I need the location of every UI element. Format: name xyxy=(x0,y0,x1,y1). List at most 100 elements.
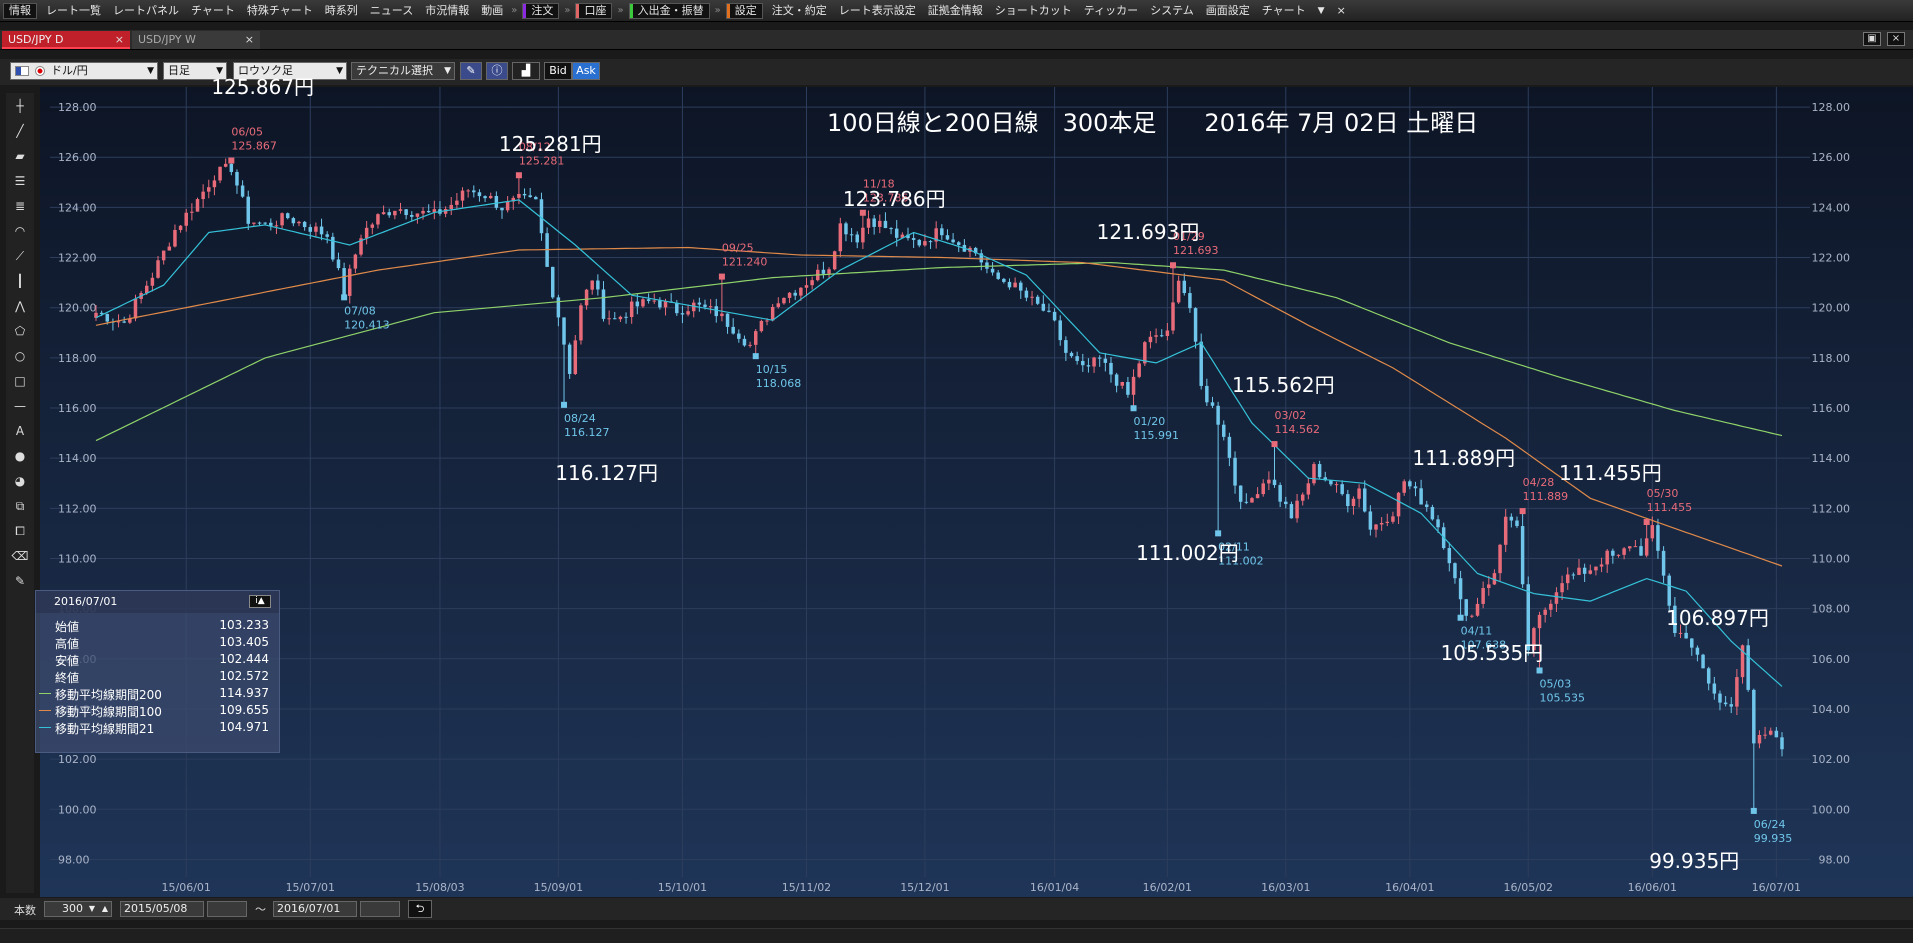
menu-screen-settings[interactable]: 画面設定 xyxy=(1205,3,1250,17)
currency-pair-select[interactable]: ドル/円 ▼ xyxy=(10,62,158,80)
spin-down-icon[interactable]: ▼ xyxy=(88,904,95,913)
menu-dropdown-icon[interactable]: ▼ xyxy=(1317,5,1325,16)
candle-body xyxy=(1357,488,1361,499)
menu-margin-info[interactable]: 証拠金情報 xyxy=(927,3,983,17)
candle-body xyxy=(505,201,510,211)
menu-settings[interactable]: 設定 xyxy=(725,2,763,19)
menu-special-chart[interactable]: 特殊チャート xyxy=(246,3,313,17)
chevron-down-icon: ▼ xyxy=(216,66,223,76)
layers-icon[interactable]: ⧠ xyxy=(15,523,25,538)
close-icon[interactable]: × xyxy=(114,33,124,46)
rectangle-icon[interactable]: □ xyxy=(14,374,26,388)
candle-body xyxy=(782,297,786,304)
menu-order[interactable]: 注文 xyxy=(522,2,560,19)
channel-icon[interactable]: ⟋ xyxy=(15,248,25,263)
x-tick-label: 16/06/01 xyxy=(1628,881,1677,894)
menu-rate-list[interactable]: レート一覧 xyxy=(46,3,101,17)
moving-average-line-200 xyxy=(95,261,1783,442)
maximize-icon[interactable]: ▣ xyxy=(1863,32,1881,46)
spin-up-icon[interactable]: ▲ xyxy=(101,904,108,913)
palette-icon[interactable]: ◕ xyxy=(14,474,26,488)
text-icon[interactable]: A xyxy=(15,424,25,438)
chart-type-select[interactable]: ロウソク足 ▼ xyxy=(233,62,347,80)
menu-market-info[interactable]: 市況情報 xyxy=(425,3,470,17)
circle-icon[interactable]: ○ xyxy=(14,349,26,363)
candle-body xyxy=(1126,382,1130,395)
candle-body xyxy=(190,211,194,213)
candle-body xyxy=(996,272,1000,279)
eraser-icon[interactable]: ⌫ xyxy=(11,549,29,563)
pen-button[interactable]: ✎ xyxy=(460,62,482,80)
data-window-panel[interactable]: 2016/07/01 i▲ 始値 103.233 高値 103.405 安値 102.… xyxy=(35,590,280,753)
icon-tool-icon[interactable]: ● xyxy=(14,449,26,463)
chart-background xyxy=(40,87,1913,897)
menu-rate-panel[interactable]: レートパネル xyxy=(113,3,179,17)
menu-shortcut[interactable]: ショートカット xyxy=(994,3,1072,17)
menu-ticker[interactable]: ティッカー xyxy=(1083,3,1139,17)
to-time-input[interactable] xyxy=(360,901,400,917)
copy-icon[interactable]: ⧉ xyxy=(15,498,25,513)
ruler-icon[interactable]: ▰ xyxy=(15,149,25,163)
line-icon[interactable]: ╱ xyxy=(16,124,24,138)
vlines-icon[interactable]: ┃ xyxy=(16,274,24,288)
chart-style-button[interactable]: ▟ xyxy=(512,62,540,80)
status-bar xyxy=(0,928,1913,943)
candle-body xyxy=(562,317,566,345)
menu-timeseries[interactable]: 時系列 xyxy=(324,3,358,17)
candle-body xyxy=(613,318,617,320)
hline-icon[interactable]: — xyxy=(14,399,26,413)
settings-edit-icon[interactable]: ✎ xyxy=(14,574,26,588)
extreme-marker xyxy=(1519,508,1526,515)
candle-body xyxy=(1188,293,1192,309)
candle-body xyxy=(500,207,504,211)
from-time-input[interactable] xyxy=(207,901,247,917)
extreme-marker xyxy=(1643,519,1650,526)
fan-icon[interactable]: ◠ xyxy=(14,224,26,238)
technical-select[interactable]: テクニカル選択 ▼ xyxy=(351,62,455,80)
info-collapse-icon[interactable]: i▲ xyxy=(249,595,271,608)
close-window-icon[interactable]: × xyxy=(1887,32,1905,46)
candle-body xyxy=(1289,504,1294,519)
from-date-input[interactable]: 2015/05/08 xyxy=(120,901,204,917)
high-price-label: 125.281 xyxy=(519,154,565,167)
pitchfork-icon[interactable]: ⋀ xyxy=(15,299,25,313)
tab-usdjpy-daily[interactable]: USD/JPY D × xyxy=(2,31,130,49)
candle-body xyxy=(894,228,899,238)
to-date-input[interactable]: 2016/07/01 xyxy=(273,901,357,917)
menu-account[interactable]: 口座 xyxy=(575,2,613,19)
menu-rate-display[interactable]: レート表示設定 xyxy=(838,3,916,17)
candle-body xyxy=(167,246,172,251)
price-annotation: 123.786円 xyxy=(842,187,946,212)
menu-order-execution[interactable]: 注文・約定 xyxy=(771,3,827,17)
close-icon[interactable]: × xyxy=(244,33,254,46)
menu-info[interactable]: 情報 xyxy=(3,2,37,19)
candle-body xyxy=(1605,550,1609,565)
candle-body xyxy=(601,289,606,319)
timeframe-select[interactable]: 日足 ▼ xyxy=(163,62,227,80)
low-date-label: 06/24 xyxy=(1754,818,1786,831)
price-chart[interactable]: 128.00 128.00 126.00 126.00 124.00 124.00 122.… xyxy=(40,87,1913,897)
ask-button[interactable]: Ask xyxy=(572,62,600,80)
menu-video[interactable]: 動画 xyxy=(481,3,504,17)
chart-area[interactable]: 128.00 128.00 126.00 126.00 124.00 124.00 122.… xyxy=(40,75,1913,897)
info-button[interactable]: ⓘ xyxy=(486,62,508,80)
high-date-label: 01/29 xyxy=(1173,230,1205,243)
pentagon-icon[interactable]: ⬠ xyxy=(14,324,26,338)
bar-count-input[interactable]: 300 ▼ ▲ xyxy=(44,901,112,917)
bid-button[interactable]: Bid xyxy=(544,62,572,80)
data-window-date: 2016/07/01 xyxy=(54,595,118,608)
reset-range-button[interactable]: ⮌ xyxy=(408,900,432,918)
menu-close-icon[interactable]: × xyxy=(1336,3,1346,17)
menu-deposit[interactable]: 入出金・振替 xyxy=(628,2,710,19)
tab-usdjpy-weekly[interactable]: USD/JPY W × xyxy=(132,31,260,49)
menu-chart-2[interactable]: チャート xyxy=(1261,3,1306,17)
extreme-marker xyxy=(561,401,568,408)
price-annotation: 111.455円 xyxy=(1559,460,1662,485)
hlines-icon[interactable]: ☰ xyxy=(14,174,26,188)
fibo-icon[interactable]: ≣ xyxy=(14,199,26,213)
crosshair-icon[interactable]: ┼ xyxy=(16,99,24,113)
menu-system[interactable]: システム xyxy=(1150,3,1194,17)
menu-news[interactable]: ニュース xyxy=(369,3,414,17)
menu-chart[interactable]: チャート xyxy=(191,3,235,17)
candle-body xyxy=(1470,615,1474,617)
